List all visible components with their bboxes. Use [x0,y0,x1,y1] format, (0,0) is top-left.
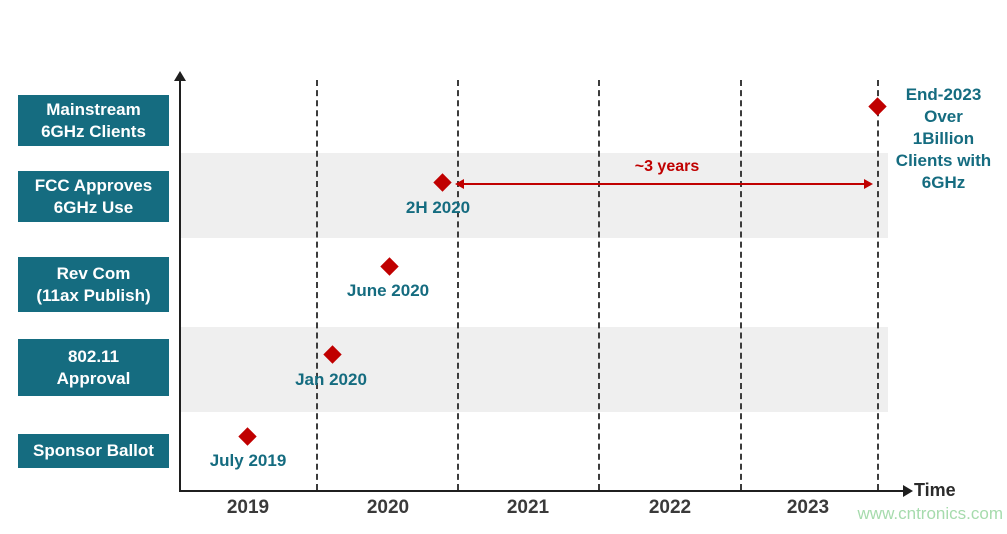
milestone-label-june-2020: June 2020 [346,281,430,300]
milestone-diamond-icon-june-2020 [380,257,399,276]
milestone-label-july-2019: July 2019 [209,451,287,470]
x-axis-title: Time [914,480,956,500]
row-band-80211 [181,327,888,412]
milestone-label-jan-2020: Jan 2020 [295,370,367,389]
gridline-2020 [316,80,318,490]
span-arrow-right-head-icon [864,179,873,189]
milestone-diamond-icon-july-2019 [238,427,257,446]
y-axis-line [179,80,181,491]
row-label-rev-com-11ax-publish: Rev Com (11ax Publish) [18,257,169,312]
x-tick-2023: 2023 [786,497,830,518]
gridline-2023 [740,80,742,490]
row-band-fcc [181,153,888,238]
watermark-text: www.cntronics.com [857,504,1003,523]
end-2023-annotation: End-2023 Over 1Billion Clients with 6GHz [895,85,992,192]
x-tick-2021: 2021 [506,497,550,518]
row-label-sponsor-ballot: Sponsor Ballot [18,434,169,468]
milestone-label-2h-2020: 2H 2020 [405,198,471,217]
x-tick-2022: 2022 [648,497,692,518]
span-arrow-line [463,183,865,185]
row-label-mainstream-6ghz-clients: Mainstream 6GHz Clients [18,95,169,146]
gridline-2024 [877,80,879,490]
x-tick-2020: 2020 [366,497,410,518]
gridline-2021 [457,80,459,490]
row-label-80211-approval: 802.11 Approval [18,339,169,396]
y-axis-arrow-icon [174,71,186,81]
x-axis-arrow-icon [903,485,913,497]
x-tick-2019: 2019 [226,497,270,518]
x-axis-line [179,490,905,492]
gridline-2022 [598,80,600,490]
row-label-fcc-approves-6ghz-use: FCC Approves 6GHz Use [18,171,169,222]
span-duration-label: ~3 years [634,158,700,175]
span-arrow-left-head-icon [455,179,464,189]
